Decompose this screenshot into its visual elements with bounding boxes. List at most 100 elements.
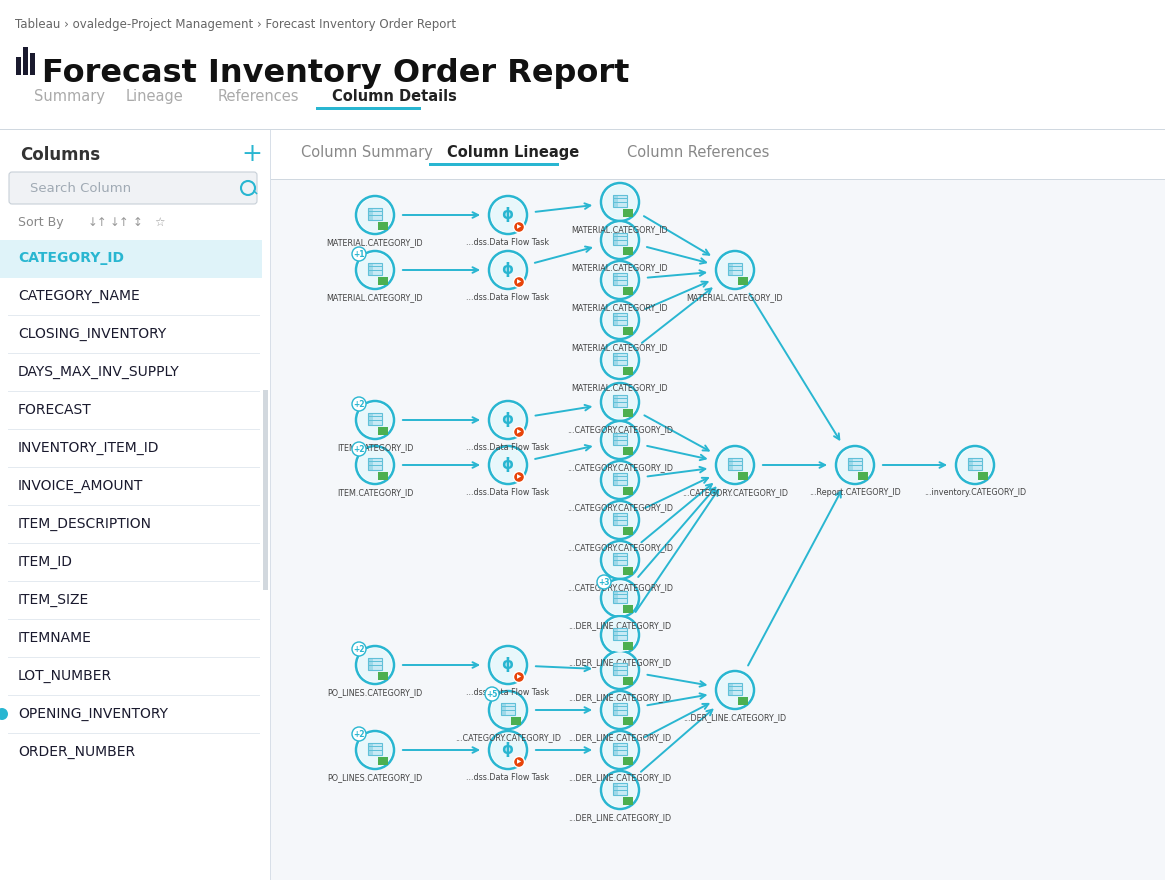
- Text: ...dss.Data Flow Task: ...dss.Data Flow Task: [466, 293, 550, 302]
- Text: ...dss.Data Flow Task: ...dss.Data Flow Task: [466, 773, 550, 782]
- Bar: [377, 472, 388, 480]
- Circle shape: [718, 673, 751, 707]
- Text: CATEGORY_NAME: CATEGORY_NAME: [17, 289, 140, 303]
- Text: MATERIAL.CATEGORY_ID: MATERIAL.CATEGORY_ID: [572, 343, 669, 352]
- Text: +1: +1: [353, 250, 365, 259]
- Text: OPENING_INVENTORY: OPENING_INVENTORY: [17, 707, 168, 721]
- Circle shape: [603, 733, 637, 767]
- FancyBboxPatch shape: [9, 172, 257, 204]
- Bar: [368, 743, 382, 755]
- Bar: [968, 458, 982, 470]
- Circle shape: [489, 251, 527, 289]
- Text: ▶: ▶: [517, 224, 521, 230]
- Text: ...dss.Data Flow Task: ...dss.Data Flow Task: [466, 238, 550, 247]
- Bar: [613, 313, 627, 325]
- Circle shape: [490, 648, 525, 682]
- Circle shape: [601, 579, 638, 617]
- Bar: [253, 190, 257, 194]
- Text: ITEM.CATEGORY_ID: ITEM.CATEGORY_ID: [337, 443, 414, 452]
- Bar: [368, 208, 382, 220]
- Circle shape: [356, 251, 394, 289]
- Circle shape: [490, 693, 525, 727]
- Bar: [728, 458, 742, 470]
- Circle shape: [718, 448, 751, 482]
- Text: MATERIAL.CATEGORY_ID: MATERIAL.CATEGORY_ID: [572, 263, 669, 272]
- Circle shape: [356, 731, 394, 769]
- Text: Column Lineage: Column Lineage: [447, 144, 579, 159]
- Circle shape: [601, 691, 638, 729]
- Bar: [613, 195, 617, 207]
- Text: PO_LINES.CATEGORY_ID: PO_LINES.CATEGORY_ID: [327, 688, 423, 697]
- Bar: [623, 409, 633, 417]
- Bar: [728, 683, 733, 695]
- Circle shape: [490, 733, 525, 767]
- Bar: [613, 195, 627, 207]
- Circle shape: [356, 196, 394, 234]
- Bar: [0, 240, 262, 278]
- Circle shape: [716, 446, 754, 484]
- Bar: [623, 642, 633, 650]
- Bar: [623, 247, 633, 255]
- Bar: [613, 433, 617, 445]
- Text: Forecast Inventory Order Report: Forecast Inventory Order Report: [42, 58, 629, 89]
- Bar: [737, 697, 748, 705]
- Text: ...DER_LINE.CATEGORY_ID: ...DER_LINE.CATEGORY_ID: [569, 658, 671, 667]
- Bar: [728, 263, 742, 275]
- Bar: [613, 663, 627, 675]
- Bar: [623, 605, 633, 613]
- Text: MATERIAL.CATEGORY_ID: MATERIAL.CATEGORY_ID: [686, 293, 783, 302]
- Bar: [613, 743, 617, 755]
- Circle shape: [601, 771, 638, 809]
- Text: ↓↑: ↓↑: [110, 216, 129, 229]
- Bar: [613, 313, 617, 325]
- Text: ϕ: ϕ: [501, 261, 513, 276]
- Bar: [368, 658, 373, 670]
- Bar: [613, 233, 617, 245]
- Bar: [377, 757, 388, 765]
- Text: +: +: [241, 142, 262, 166]
- Bar: [613, 591, 617, 603]
- Circle shape: [489, 691, 527, 729]
- Text: ϕ: ϕ: [501, 412, 513, 427]
- Circle shape: [601, 421, 638, 459]
- Text: Columns: Columns: [20, 146, 100, 164]
- Text: MATERIAL.CATEGORY_ID: MATERIAL.CATEGORY_ID: [326, 293, 423, 302]
- Circle shape: [358, 253, 391, 287]
- Text: ...DER_LINE.CATEGORY_ID: ...DER_LINE.CATEGORY_ID: [684, 713, 786, 722]
- Circle shape: [485, 687, 499, 701]
- Bar: [316, 107, 421, 110]
- Text: ITEM_SIZE: ITEM_SIZE: [17, 593, 90, 607]
- Bar: [613, 233, 627, 245]
- Text: MATERIAL.CATEGORY_ID: MATERIAL.CATEGORY_ID: [572, 303, 669, 312]
- Text: Search Column: Search Column: [30, 181, 132, 194]
- Bar: [737, 277, 748, 285]
- Circle shape: [716, 251, 754, 289]
- Text: ...CATEGORY.CATEGORY_ID: ...CATEGORY.CATEGORY_ID: [567, 543, 673, 552]
- Bar: [848, 458, 862, 470]
- Text: ...dss.Data Flow Task: ...dss.Data Flow Task: [466, 688, 550, 697]
- Bar: [368, 263, 382, 275]
- Text: ϕ: ϕ: [501, 457, 513, 472]
- Text: ITEMNAME: ITEMNAME: [17, 631, 92, 645]
- Circle shape: [601, 731, 638, 769]
- Bar: [501, 703, 515, 715]
- Bar: [613, 743, 627, 755]
- Text: ϕ: ϕ: [501, 656, 513, 671]
- Bar: [613, 473, 617, 485]
- Text: Summary: Summary: [34, 89, 105, 104]
- Bar: [613, 553, 617, 565]
- Circle shape: [958, 448, 993, 482]
- Bar: [613, 273, 617, 285]
- Bar: [968, 458, 973, 470]
- Bar: [23, 47, 28, 75]
- Circle shape: [603, 343, 637, 377]
- Text: ...DER_LINE.CATEGORY_ID: ...DER_LINE.CATEGORY_ID: [569, 813, 671, 822]
- Circle shape: [603, 543, 637, 577]
- Circle shape: [358, 733, 391, 767]
- Circle shape: [358, 198, 391, 232]
- Text: ITEM.CATEGORY_ID: ITEM.CATEGORY_ID: [337, 488, 414, 497]
- Bar: [377, 427, 388, 435]
- Text: ...CATEGORY.CATEGORY_ID: ...CATEGORY.CATEGORY_ID: [682, 488, 788, 497]
- Bar: [377, 277, 388, 285]
- Text: ...CATEGORY.CATEGORY_ID: ...CATEGORY.CATEGORY_ID: [567, 425, 673, 434]
